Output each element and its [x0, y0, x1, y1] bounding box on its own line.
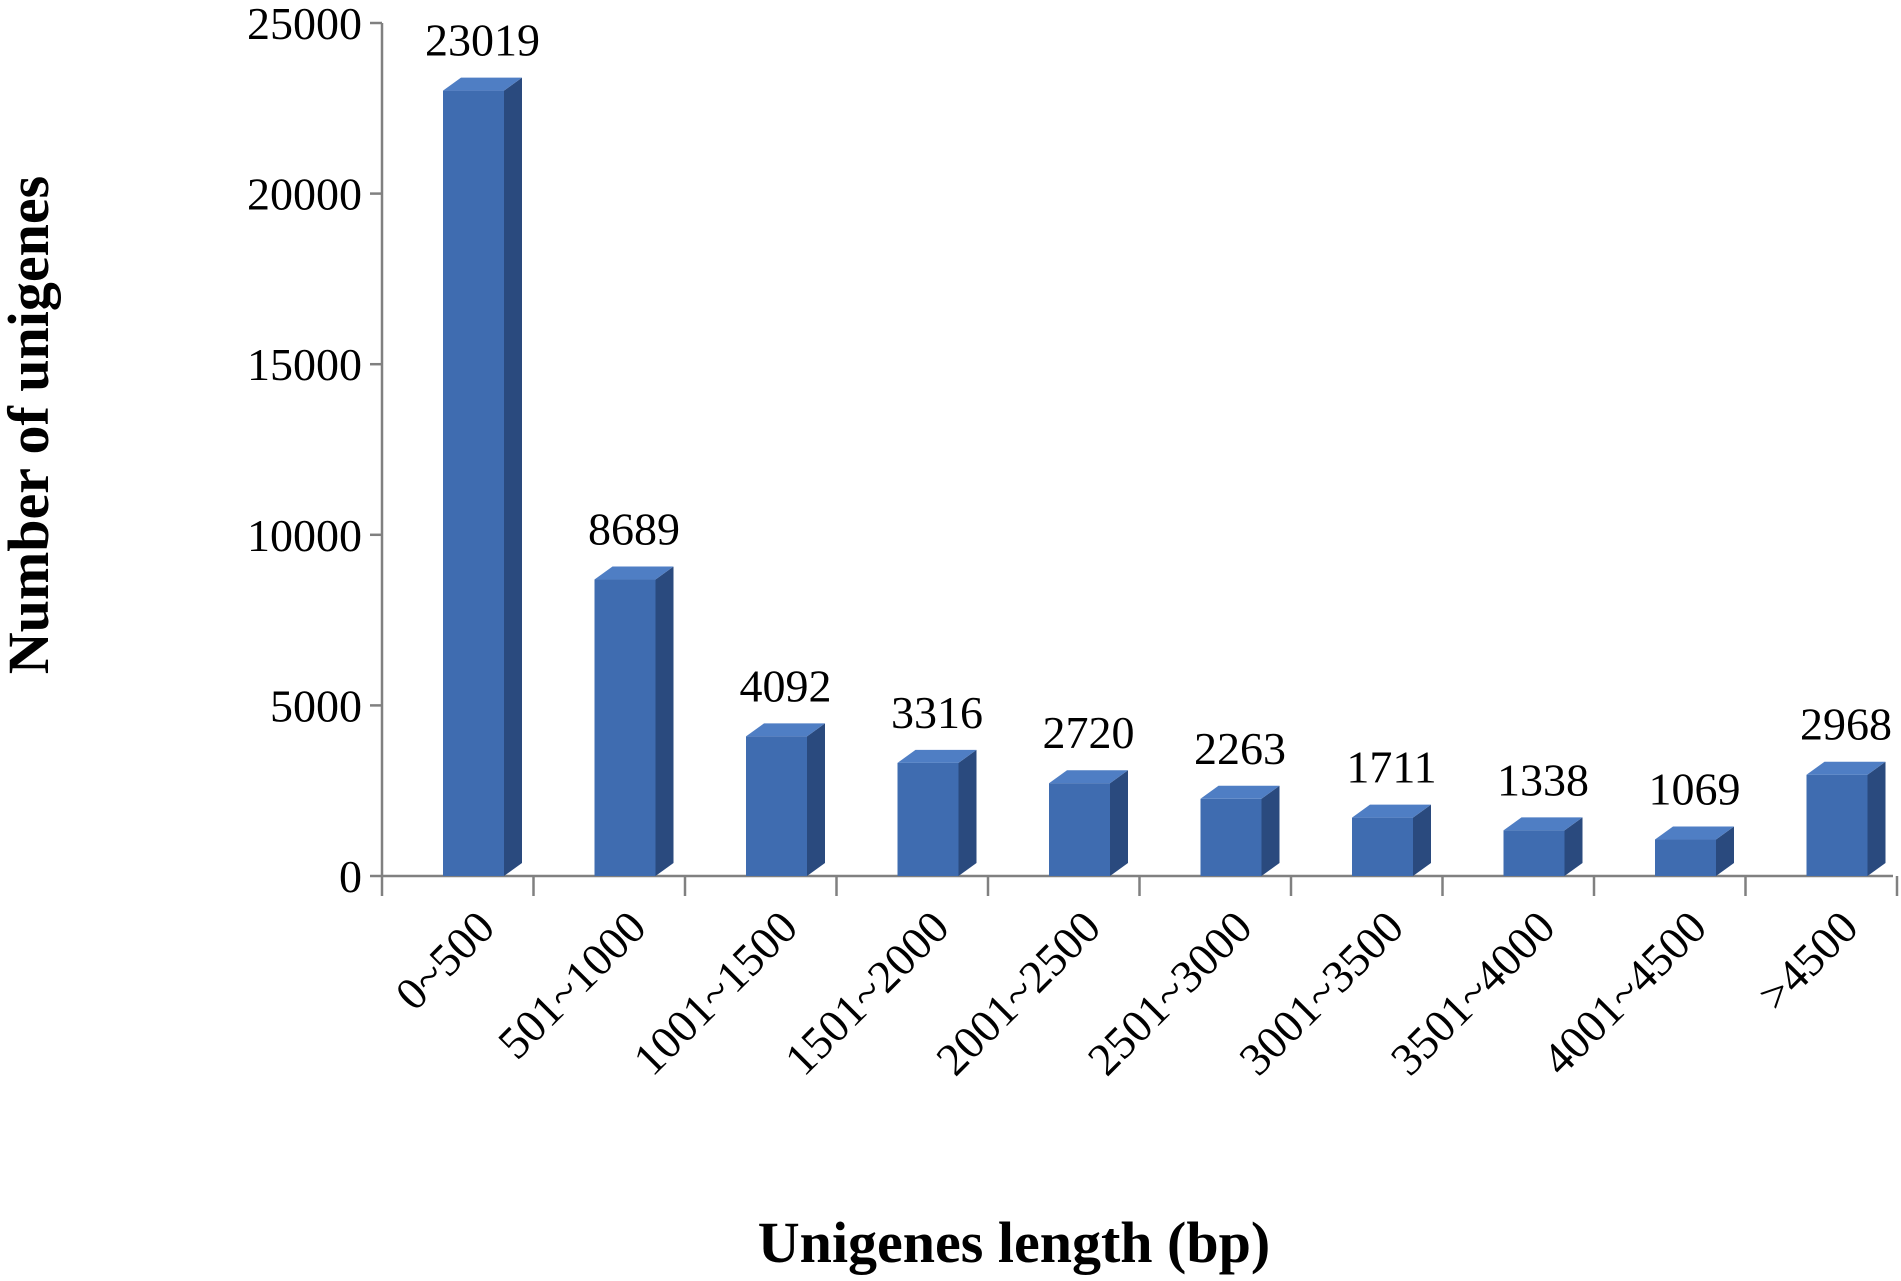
bar-side	[1716, 826, 1734, 876]
bar	[1049, 770, 1128, 876]
data-label: 3316	[891, 687, 983, 738]
bar-front	[594, 579, 656, 876]
bar-front	[1655, 839, 1716, 876]
data-label: 2263	[1194, 723, 1286, 774]
y-axis-title: Number of unigenes	[0, 176, 61, 674]
bar	[1352, 804, 1431, 876]
bar-side	[655, 566, 674, 876]
x-axis: 0~500501~10001001~15001501~20002001~2500…	[380, 874, 1899, 1085]
x-tick-label: 4001~4500	[1532, 901, 1716, 1085]
bar-top	[1806, 761, 1886, 775]
bar-top	[1200, 785, 1280, 799]
bar-side	[1261, 785, 1280, 876]
bar-front	[897, 762, 959, 876]
x-tick-label: 1001~1500	[623, 901, 807, 1085]
bar-side	[1564, 817, 1583, 876]
bar	[1503, 817, 1583, 876]
data-label: 8689	[588, 504, 680, 555]
y-axis: 0 5000 10000 15000 20000 25000	[247, 0, 384, 902]
bar-front	[1049, 783, 1110, 876]
x-tick-label: 2001~2500	[926, 901, 1110, 1085]
bar-side	[958, 749, 977, 876]
bar	[443, 77, 522, 876]
bar-front	[746, 736, 807, 876]
bar	[594, 566, 674, 876]
x-tick-label: 3501~4000	[1381, 901, 1565, 1085]
bar	[746, 723, 825, 876]
data-label: 1338	[1497, 754, 1589, 805]
y-tick-label: 5000	[270, 680, 362, 731]
x-tick-label: 1501~2000	[775, 901, 959, 1085]
x-tick-label: 2501~3000	[1078, 901, 1262, 1085]
data-label: 1711	[1346, 742, 1436, 793]
x-axis-title: Unigenes length (bp)	[758, 1210, 1270, 1275]
data-label: 2720	[1043, 707, 1135, 758]
x-tick-label: >4500	[1748, 901, 1867, 1020]
bar-top	[1049, 770, 1128, 784]
bar	[1655, 826, 1734, 876]
data-label: 23019	[425, 15, 540, 66]
data-label: 2968	[1800, 699, 1892, 750]
bar-front	[443, 90, 504, 876]
bar-side	[807, 723, 825, 876]
bar-front	[1352, 817, 1413, 876]
bar-top	[1503, 817, 1583, 831]
bar-top	[443, 77, 522, 91]
data-label: 1069	[1649, 764, 1741, 815]
x-tick-label: 0~500	[385, 901, 504, 1020]
data-label: 4092	[740, 660, 832, 711]
bar	[897, 749, 977, 876]
y-tick-label: 0	[339, 851, 362, 902]
bar-top	[1655, 826, 1734, 840]
y-tick-label: 25000	[247, 0, 362, 49]
y-tick-label: 20000	[247, 169, 362, 220]
bar-front	[1503, 830, 1565, 876]
bar-front	[1200, 798, 1262, 876]
bar-top	[897, 749, 977, 763]
bar-top	[594, 566, 674, 580]
bar-side	[1867, 761, 1886, 876]
bar-side	[504, 77, 522, 876]
bar-front	[1806, 774, 1868, 876]
bars	[443, 77, 1886, 876]
bar-top	[1352, 804, 1431, 818]
bar-side	[1413, 804, 1431, 876]
bar-side	[1110, 770, 1128, 876]
bar	[1806, 761, 1886, 876]
data-labels: 23019 8689 4092 3316 2720 2263 1711 1338 1069 296…	[425, 15, 1892, 815]
y-tick-label: 15000	[247, 339, 362, 390]
bar	[1200, 785, 1280, 876]
y-tick-label: 10000	[247, 510, 362, 561]
bar-top	[746, 723, 825, 737]
x-tick-label: 3001~3500	[1229, 901, 1413, 1085]
